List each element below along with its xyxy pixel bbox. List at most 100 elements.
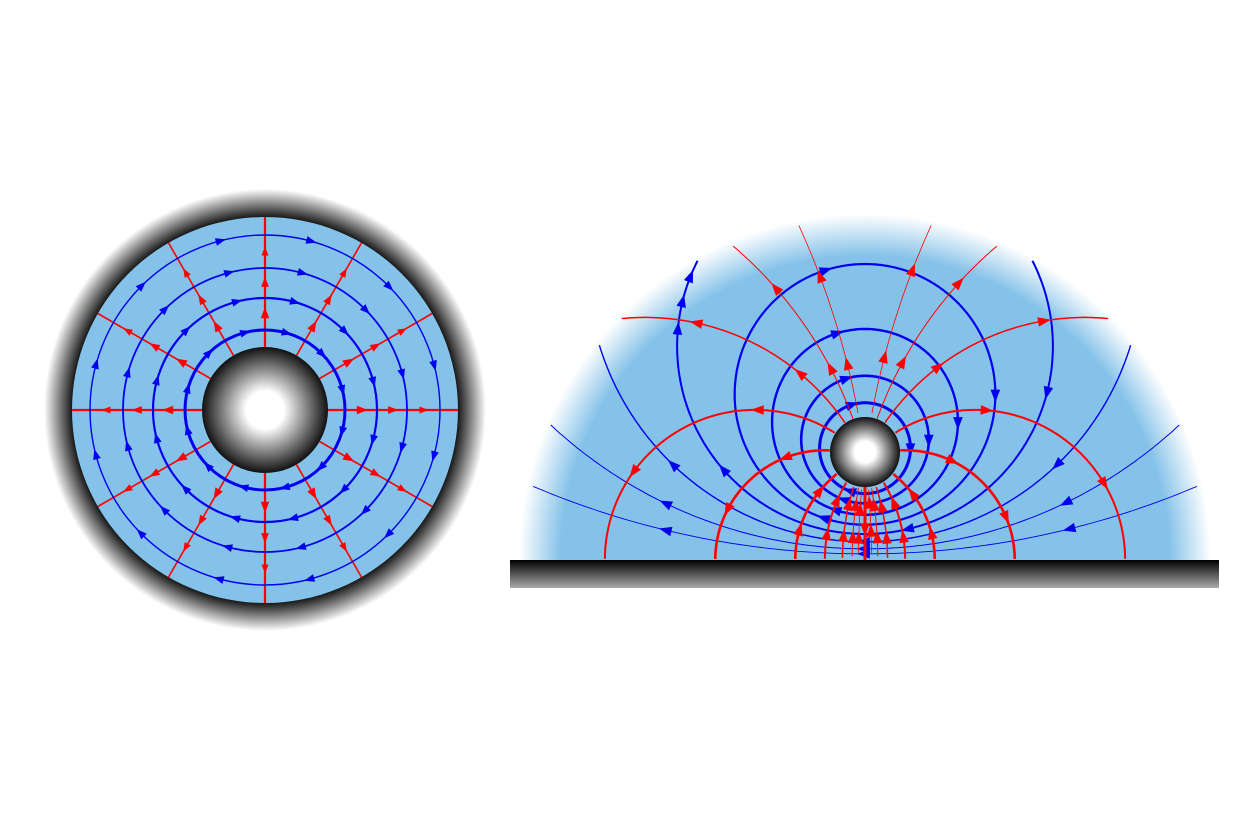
potential-line [732, 245, 854, 419]
streamline-arrow-icon [182, 383, 191, 395]
streamarrow-icon [672, 321, 683, 335]
streamline-arrow-icon [383, 280, 394, 291]
streamline-arrow-icon [221, 544, 234, 552]
streamline-arrow-icon [296, 268, 309, 276]
potential-arrow-icon [1097, 476, 1108, 490]
streamline-arrow-icon [304, 574, 316, 582]
streamline-arrow-icon [223, 270, 235, 278]
streamarrow-icon [667, 460, 681, 473]
streamline-arrow-icon [429, 359, 437, 371]
streamarrow-icon [1062, 522, 1077, 533]
streamline-circle [151, 296, 379, 524]
potential-arrow-icon [771, 283, 784, 296]
streamline-arrow-icon [154, 432, 162, 444]
potential-arrow-icon [101, 406, 111, 414]
potential-arrow-icon [397, 484, 407, 492]
potential-arrow-icon [175, 452, 188, 462]
potential-arrow-icon [388, 406, 399, 414]
streamline-arrow-icon [384, 528, 395, 539]
streamline-arrow-icon [339, 483, 350, 494]
potential-arrow-icon [323, 514, 332, 526]
potential-arrow-icon [183, 542, 191, 552]
streamline-circle [122, 267, 408, 553]
streamline-arrow-icon [287, 513, 299, 521]
streamarrow-icon [857, 549, 870, 559]
potential-arrow-icon [793, 522, 803, 537]
streamline-arrow-icon [229, 515, 241, 523]
potential-arrow-icon [183, 268, 191, 278]
potential-arrow-icon [860, 523, 870, 536]
streamarrow-icon [839, 375, 853, 385]
streamarrow-icon [818, 267, 833, 277]
potential-arrow-icon [131, 406, 142, 414]
streamarrow-icon [676, 294, 686, 309]
streamline-arrow-icon [316, 347, 327, 359]
streamline-arrow-icon [231, 299, 243, 307]
potential-arrow-icon [872, 530, 883, 544]
potential-arrow-icon [149, 343, 161, 352]
potential-arrow-icon [866, 523, 876, 537]
potential-arrow-icon [842, 497, 853, 512]
streamline-arrow-icon [431, 450, 439, 462]
potential-arrow-icon [323, 294, 332, 306]
streamarrow-icon [683, 269, 694, 284]
potential-arrow-icon [369, 468, 381, 477]
streamline-arrow-icon [359, 304, 371, 315]
potential-arrow-icon [629, 463, 642, 478]
potential-arrow-icon [999, 509, 1009, 524]
potential-arrow-icon [213, 487, 223, 500]
potential-line [603, 408, 836, 559]
potential-arrow-icon [865, 495, 875, 509]
streamarrow-icon [1059, 495, 1074, 506]
potential-arrow-icon [928, 526, 938, 541]
potential-arrow-icon [854, 502, 865, 516]
streamline-arrow-icon [123, 366, 131, 379]
streamarrow-icon [658, 526, 673, 537]
streamline-arrow-icon [135, 281, 146, 292]
streamline-arrow-icon [289, 297, 301, 305]
streamarrow-icon [990, 389, 1001, 403]
potential-arrow-icon [369, 343, 381, 352]
potential-line [892, 473, 937, 559]
potential-arrow-icon [899, 529, 909, 544]
streamarrow-icon [857, 537, 870, 547]
potential-arrow-icon [944, 454, 959, 464]
potential-arrow-icon [307, 320, 317, 333]
potential-arrow-icon [162, 405, 174, 415]
potential-line [900, 448, 1017, 559]
potential-arrow-icon [794, 369, 808, 381]
potential-line [621, 316, 846, 424]
potential-arrow-icon [908, 488, 920, 502]
potential-arrow-icon [149, 468, 161, 477]
streamline-arrow-icon [152, 374, 160, 386]
annulus-figure [44, 189, 486, 631]
potential-arrow-icon [261, 276, 269, 287]
potential-arrow-icon [261, 533, 269, 544]
streamline-arrow-icon [316, 461, 328, 472]
streamline-arrow-icon [91, 358, 99, 370]
potential-line [713, 448, 830, 559]
potential-arrow-icon [339, 268, 347, 278]
potential-arrow-icon [123, 484, 133, 492]
potential-arrow-icon [261, 564, 269, 574]
potential-arrow-icon [198, 294, 207, 306]
streamarrow-icon [1043, 385, 1054, 400]
streamline-arrow-icon [159, 304, 170, 316]
streamline-arrow-icon [279, 482, 291, 491]
streamline-arrow-icon [368, 376, 376, 388]
cylinder [830, 417, 900, 487]
potential-line [793, 473, 838, 559]
potential-arrow-icon [1037, 317, 1051, 327]
streamline-arrow-icon [397, 368, 405, 380]
streamarrow-icon [901, 523, 915, 533]
potential-line [894, 408, 1127, 559]
streamarrow-icon [923, 434, 934, 448]
potential-line [871, 225, 932, 414]
potential-arrow-icon [198, 514, 207, 526]
potential-arrow-icon [213, 320, 223, 333]
streamarrow-icon [1052, 457, 1065, 470]
potential-arrow-icon [419, 406, 429, 414]
potential-arrow-icon [882, 530, 892, 545]
streamline-arrow-icon [360, 504, 371, 516]
